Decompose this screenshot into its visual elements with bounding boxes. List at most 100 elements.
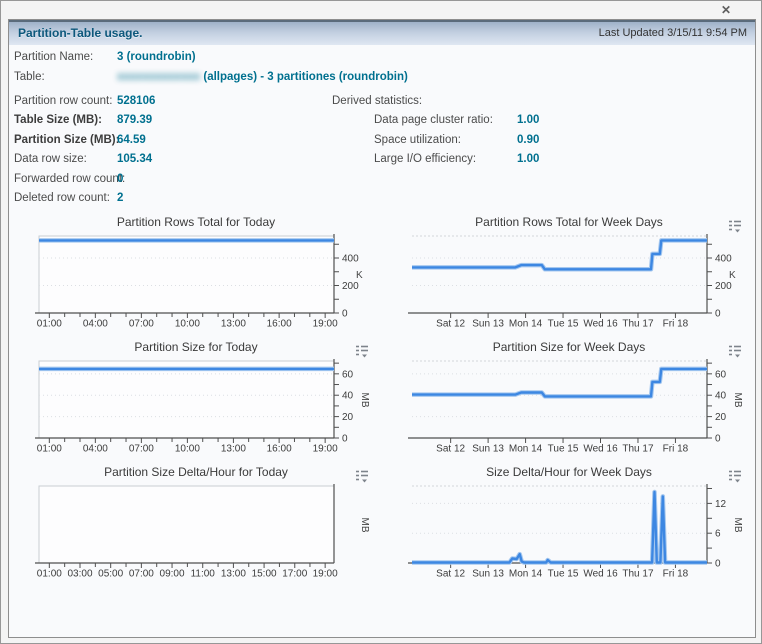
svg-text:0: 0 bbox=[342, 309, 348, 320]
series-line-partition-size-MB bbox=[412, 367, 707, 398]
svg-text:05:00: 05:00 bbox=[98, 569, 123, 580]
chart-menu-icon[interactable] bbox=[355, 345, 370, 358]
data-row-size-value: 105.34 bbox=[117, 153, 153, 165]
chart-title: Partition Rows Total for Today bbox=[116, 215, 276, 229]
svg-text:13:00: 13:00 bbox=[221, 319, 246, 330]
series-line-partition-rows-K bbox=[412, 239, 707, 271]
svg-text:01:00: 01:00 bbox=[37, 569, 62, 580]
svg-text:Sat 12: Sat 12 bbox=[436, 569, 465, 580]
chart-title: Partition Size Delta/Hour for Today bbox=[104, 465, 288, 479]
svg-text:Sun 13: Sun 13 bbox=[472, 444, 504, 455]
derived-statistics-label: Derived statistics: bbox=[332, 95, 423, 107]
close-icon[interactable]: ✕ bbox=[720, 3, 732, 17]
usage-panel: Partition-Table usage. Last Updated 3/15… bbox=[8, 19, 756, 638]
axis-unit-label: K bbox=[729, 270, 736, 281]
svg-text:Wed 16: Wed 16 bbox=[583, 569, 618, 580]
svg-text:04:00: 04:00 bbox=[83, 319, 108, 330]
chart-menu-icon[interactable] bbox=[728, 470, 743, 483]
chart-plot: 0 200 400 Sat 12 Sun 13 Mon 14 Tue 15 Wed 16 Thu… bbox=[408, 234, 736, 330]
table-size-value: 879.39 bbox=[117, 114, 153, 126]
svg-text:40: 40 bbox=[342, 391, 354, 402]
svg-text:Tue 15: Tue 15 bbox=[548, 569, 579, 580]
chart-partition-rows-today: Partition Rows Total for Today 0 200 400 01:… bbox=[10, 213, 382, 338]
chart-title: Partition Size for Week Days bbox=[492, 340, 646, 354]
charts-grid: Partition Rows Total for Today 0 200 400 01:… bbox=[10, 213, 756, 589]
svg-text:10:00: 10:00 bbox=[175, 444, 200, 455]
partition-row-count-value: 528106 bbox=[117, 95, 156, 107]
svg-text:10:00: 10:00 bbox=[175, 319, 200, 330]
svg-text:0: 0 bbox=[715, 434, 721, 445]
forwarded-row-count-label: Forwarded row count: bbox=[14, 173, 126, 185]
svg-text:400: 400 bbox=[342, 254, 359, 265]
svg-text:04:00: 04:00 bbox=[83, 444, 108, 455]
partition-name-label: Partition Name: bbox=[14, 51, 94, 63]
chart-plot: 0 200 400 01:00 04:00 07:00 10:00 13:00 16:00 19:… bbox=[35, 234, 363, 330]
data-row-size-label: Data row size: bbox=[14, 153, 87, 165]
svg-text:19:00: 19:00 bbox=[313, 444, 338, 455]
svg-text:07:00: 07:00 bbox=[129, 319, 154, 330]
svg-text:01:00: 01:00 bbox=[37, 444, 62, 455]
axis-unit-label: MB bbox=[732, 393, 743, 408]
svg-text:13:00: 13:00 bbox=[221, 569, 246, 580]
deleted-row-count-value: 2 bbox=[117, 192, 124, 204]
data-page-cluster-ratio-label: Data page cluster ratio: bbox=[374, 114, 493, 126]
series-line-size-delta-MB bbox=[412, 490, 707, 564]
chart-partition-size-week: Partition Size for Week Days 0 20 40 60 Sat 1… bbox=[383, 338, 755, 463]
svg-text:Fri 18: Fri 18 bbox=[663, 319, 689, 330]
svg-text:17:00: 17:00 bbox=[282, 569, 307, 580]
svg-text:200: 200 bbox=[342, 281, 359, 292]
svg-text:60: 60 bbox=[715, 369, 727, 380]
svg-text:200: 200 bbox=[715, 281, 732, 292]
svg-text:40: 40 bbox=[715, 391, 727, 402]
svg-text:Mon 14: Mon 14 bbox=[509, 444, 543, 455]
svg-text:Fri 18: Fri 18 bbox=[663, 569, 689, 580]
svg-text:Thu 17: Thu 17 bbox=[622, 569, 654, 580]
space-utilization-value: 0.90 bbox=[517, 134, 540, 146]
table-value-suffix: (allpages) - 3 partitiones (roundrobin) bbox=[203, 71, 408, 83]
chart-plot: 01:00 03:00 05:00 07:00 09:00 11:00 13:00 15:00… bbox=[35, 484, 370, 580]
axis-unit-label: MB bbox=[732, 518, 743, 533]
deleted-row-count-label: Deleted row count: bbox=[14, 192, 110, 204]
svg-text:09:00: 09:00 bbox=[160, 569, 185, 580]
chart-partition-size-today: Partition Size for Today 0 20 40 60 01:00 04:0… bbox=[10, 338, 382, 463]
svg-text:60: 60 bbox=[342, 369, 354, 380]
svg-text:Wed 16: Wed 16 bbox=[583, 319, 618, 330]
svg-text:07:00: 07:00 bbox=[129, 444, 154, 455]
svg-text:19:00: 19:00 bbox=[313, 569, 338, 580]
svg-text:15:00: 15:00 bbox=[252, 569, 277, 580]
svg-text:400: 400 bbox=[715, 254, 732, 265]
axis-unit-label: K bbox=[356, 270, 363, 281]
svg-text:11:00: 11:00 bbox=[191, 569, 216, 580]
svg-text:20: 20 bbox=[342, 412, 354, 423]
table-value: xxxxxxxxxxxxx (allpages) - 3 partitiones… bbox=[117, 71, 408, 83]
data-page-cluster-ratio-value: 1.00 bbox=[517, 114, 540, 126]
partition-row-count-label: Partition row count: bbox=[14, 95, 113, 107]
chart-menu-icon[interactable] bbox=[728, 220, 743, 233]
svg-text:20: 20 bbox=[715, 412, 727, 423]
svg-text:Tue 15: Tue 15 bbox=[548, 444, 579, 455]
chart-title: Size Delta/Hour for Week Days bbox=[486, 465, 652, 479]
svg-text:0: 0 bbox=[715, 309, 721, 320]
svg-text:0: 0 bbox=[715, 559, 721, 570]
chart-title: Partition Size for Today bbox=[134, 340, 258, 354]
forwarded-row-count-value: 0 bbox=[117, 173, 124, 185]
partition-size-value: 64.59 bbox=[117, 134, 146, 146]
svg-text:0: 0 bbox=[342, 434, 348, 445]
partition-size-label: Partition Size (MB): bbox=[14, 134, 120, 146]
svg-text:13:00: 13:00 bbox=[221, 444, 246, 455]
svg-text:Wed 16: Wed 16 bbox=[583, 444, 618, 455]
svg-text:19:00: 19:00 bbox=[313, 319, 338, 330]
chart-size-delta-week: Size Delta/Hour for Week Days 0 6 12 Sat 12 S… bbox=[383, 463, 755, 588]
partition-name-value: 3 (roundrobin) bbox=[117, 51, 196, 63]
chart-plot: 0 20 40 60 Sat 12 Sun 13 Mon 14 Tue 15 Wed 16 Thu… bbox=[408, 359, 743, 455]
chart-title: Partition Rows Total for Week Days bbox=[475, 215, 663, 229]
svg-text:6: 6 bbox=[715, 529, 721, 540]
svg-text:12: 12 bbox=[715, 499, 727, 510]
chart-menu-icon[interactable] bbox=[355, 470, 370, 483]
svg-text:07:00: 07:00 bbox=[129, 569, 154, 580]
svg-text:Sun 13: Sun 13 bbox=[472, 569, 504, 580]
redacted-table-name: xxxxxxxxxxxxx bbox=[117, 71, 201, 83]
chart-menu-icon[interactable] bbox=[728, 345, 743, 358]
svg-text:Tue 15: Tue 15 bbox=[548, 319, 579, 330]
